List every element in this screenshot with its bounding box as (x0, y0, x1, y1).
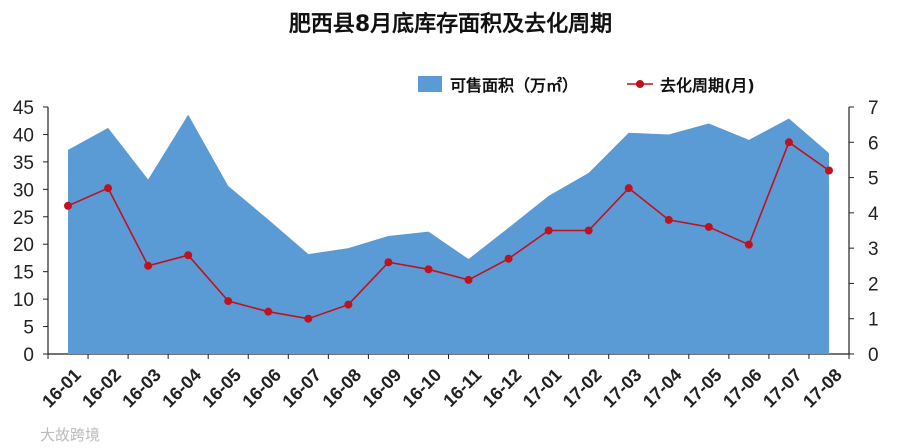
x-tick-label: 16-07 (278, 365, 325, 412)
y-left-tick-label: 5 (23, 318, 34, 339)
line-point (545, 227, 553, 235)
line-point (224, 297, 232, 305)
y-right-tick-label: 6 (868, 133, 879, 154)
y-right-tick-label: 2 (868, 274, 879, 295)
x-tick-label: 17-03 (599, 365, 646, 412)
x-tick-label: 17-07 (759, 365, 806, 412)
y-right-tick-label: 5 (868, 169, 879, 190)
x-tick-label: 16-12 (479, 365, 526, 412)
watermark: 大故跨境 (40, 426, 100, 444)
line-point (465, 276, 473, 284)
y-right-tick-label: 3 (868, 239, 879, 260)
y-left-tick-label: 10 (13, 290, 34, 311)
line-point (344, 301, 352, 309)
x-tick-label: 16-03 (118, 365, 165, 412)
y-left-tick-label: 30 (13, 180, 34, 201)
y-left-tick-label: 0 (23, 345, 34, 366)
area-series (68, 115, 829, 354)
y-right-tick-label: 0 (868, 345, 879, 366)
line-point (184, 251, 192, 259)
x-tick-label: 17-06 (719, 365, 766, 412)
line-point (505, 255, 513, 263)
legend-swatch-marker (636, 80, 644, 88)
y-right-tick-label: 7 (868, 98, 879, 119)
x-tick-label: 16-06 (238, 365, 285, 412)
x-tick-label: 16-09 (359, 365, 406, 412)
x-tick-label: 16-11 (439, 365, 485, 411)
line-point (705, 223, 713, 231)
x-tick-label: 17-04 (639, 365, 686, 412)
line-point (144, 262, 152, 270)
line-point (304, 315, 312, 323)
legend-label-area: 可售面积（万㎡） (450, 76, 578, 95)
y-left-tick-label: 35 (13, 153, 34, 174)
y-right-tick-label: 1 (868, 310, 879, 331)
x-tick-label: 16-08 (319, 365, 366, 412)
x-tick-label: 17-08 (799, 365, 846, 412)
x-tick-label: 16-02 (78, 365, 125, 412)
line-point (625, 184, 633, 192)
watermark-layer: 大故跨境 (40, 426, 100, 444)
area-series-layer (68, 115, 829, 354)
line-point (825, 167, 833, 175)
line-point (264, 308, 272, 316)
x-tick-label: 17-05 (679, 365, 726, 412)
x-tick-label: 16-10 (399, 365, 446, 412)
y-left-tick-label: 25 (13, 208, 34, 229)
x-tick-label: 17-02 (559, 365, 606, 412)
line-point (384, 258, 392, 266)
line-point (64, 202, 72, 210)
y-left-tick-label: 45 (13, 98, 34, 119)
line-point (785, 138, 793, 146)
legend-label-line: 去化周期(月) (660, 76, 755, 95)
line-point (104, 184, 112, 192)
x-tick-label: 17-01 (519, 365, 566, 412)
line-point (745, 241, 753, 249)
x-tick-label: 16-04 (158, 365, 205, 412)
y-left-tick-label: 20 (13, 235, 34, 256)
line-point (585, 227, 593, 235)
y-right-tick-label: 4 (868, 204, 879, 225)
legend: 可售面积（万㎡） 去化周期(月) (418, 76, 755, 95)
line-point (665, 216, 673, 224)
x-tick-label: 16-01 (38, 365, 85, 412)
line-point (424, 265, 432, 273)
legend-swatch-area (418, 76, 442, 92)
y-left-tick-label: 40 (13, 125, 34, 146)
y-left-tick-label: 15 (13, 263, 34, 284)
x-tick-label: 16-05 (198, 365, 245, 412)
